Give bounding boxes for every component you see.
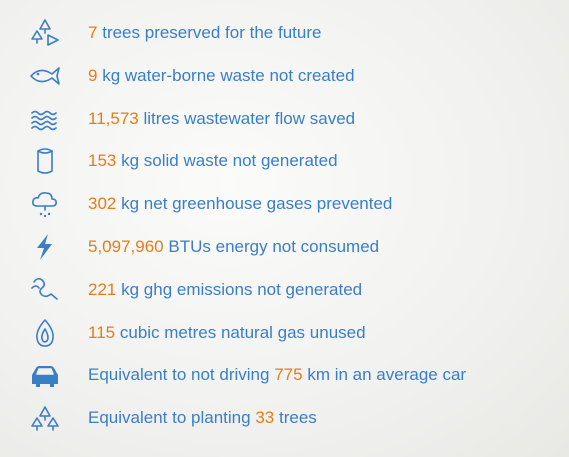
icon bbox=[31, 406, 59, 431]
stat-text: Equivalent to not driving 775 km in an ave… bbox=[88, 365, 466, 385]
icon bbox=[36, 318, 54, 347]
stat-row: 11,573 litres wastewater flow saved bbox=[0, 99, 569, 139]
stat-label: kg net greenhouse gases prevented bbox=[121, 194, 393, 214]
icon bbox=[31, 110, 57, 130]
stat-number: 153 bbox=[88, 151, 117, 171]
stat-number: 775 bbox=[274, 365, 303, 385]
stat-number: 302 bbox=[88, 194, 117, 214]
icon bbox=[31, 19, 59, 46]
stat-row: Equivalent to not driving 775 km in an ave… bbox=[0, 355, 569, 395]
stat-row: 7 trees preserved for the future bbox=[0, 13, 569, 53]
stat-label: kg ghg emissions not generated bbox=[121, 279, 363, 299]
icon bbox=[37, 148, 53, 175]
stat-number: 11,573 bbox=[88, 108, 139, 128]
stat-row: 302 kg net greenhouse gases prevented bbox=[0, 184, 569, 224]
stat-number: 7 bbox=[88, 23, 98, 42]
icon bbox=[31, 277, 58, 300]
stat-text: 302 kg net greenhouse gases prevented bbox=[88, 194, 392, 214]
stat-number: 221 bbox=[88, 279, 117, 299]
stat-row: 5,097,960 BTUs energy not consumed bbox=[0, 227, 569, 267]
icon bbox=[37, 234, 52, 260]
stat-text: 221 kg ghg emissions not generated bbox=[88, 280, 362, 300]
stat-label: Equivalent to planting bbox=[88, 408, 251, 428]
stat-label: Equivalent to not driving bbox=[88, 365, 270, 385]
stat-text: 5,097,960 BTUs energy not consumed bbox=[88, 237, 379, 257]
icon bbox=[32, 192, 57, 218]
stat-label: kg solid waste not generated bbox=[121, 151, 338, 171]
stat-number: 115 bbox=[88, 322, 116, 342]
icon bbox=[30, 66, 60, 85]
stat-text: Equivalent to planting 33 trees bbox=[88, 408, 317, 428]
stat-label: trees preserved for the future bbox=[102, 23, 322, 42]
stat-text: 115 cubic metres natural gas unused bbox=[88, 323, 366, 343]
stat-row: Equivalent to planting 33 trees bbox=[0, 398, 569, 438]
stat-label: cubic metres natural gas unused bbox=[119, 322, 366, 342]
stat-number: 9 bbox=[88, 65, 98, 85]
stat-row: 153 kg solid waste not generated bbox=[0, 141, 569, 181]
icon bbox=[32, 366, 58, 388]
stat-row: 9 kg water-borne waste not created bbox=[0, 56, 569, 96]
stat-label: kg water-borne waste not created bbox=[102, 65, 355, 85]
stat-number: 5,097,960 bbox=[88, 237, 164, 256]
stat-label: BTUs energy not consumed bbox=[168, 237, 380, 256]
stat-row: 115 cubic metres natural gas unused bbox=[0, 313, 569, 353]
stat-row: 221 kg ghg emissions not generated bbox=[0, 270, 569, 310]
stat-text: 153 kg solid waste not generated bbox=[88, 151, 338, 171]
stat-label: litres wastewater flow saved bbox=[143, 108, 356, 128]
stat-label: km in an average car bbox=[307, 365, 467, 385]
stat-text: 11,573 litres wastewater flow saved bbox=[88, 109, 355, 129]
stat-label: trees bbox=[278, 408, 317, 428]
stat-text: 7 trees preserved for the future bbox=[88, 23, 321, 43]
stat-number: 33 bbox=[255, 408, 275, 428]
stat-text: 9 kg water-borne waste not created bbox=[88, 66, 355, 86]
